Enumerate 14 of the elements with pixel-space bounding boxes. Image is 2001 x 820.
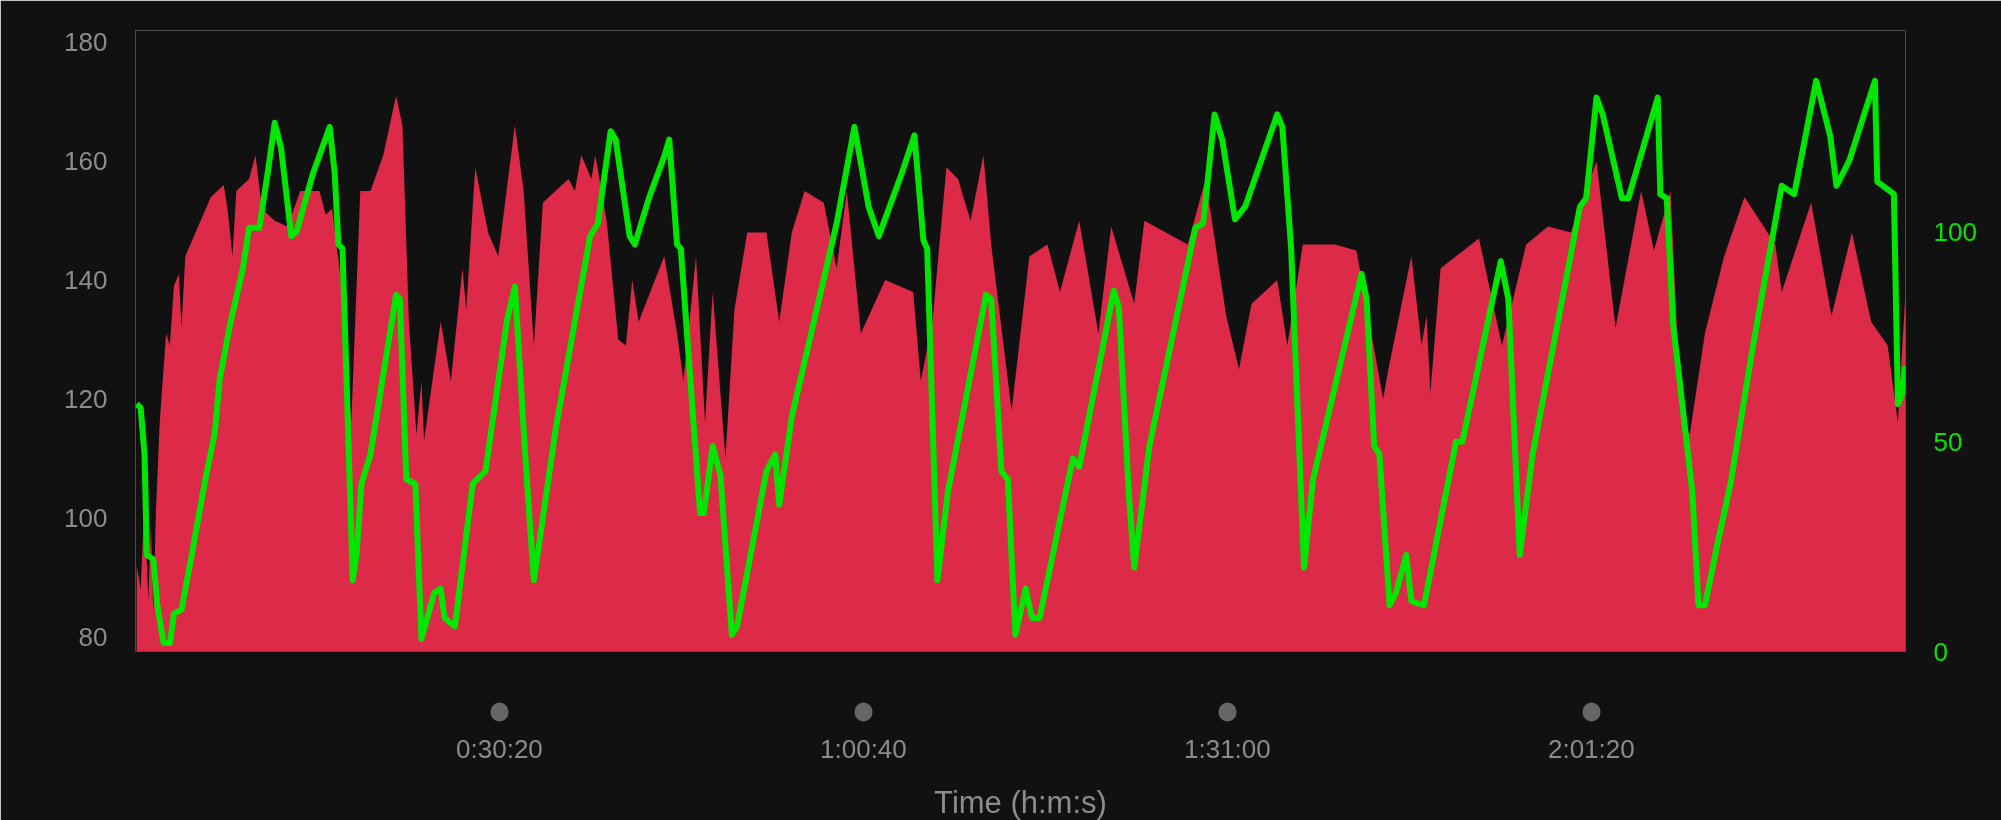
y-tick-label: 140 [64,265,108,296]
y2-tick-label: 50 [1933,426,1963,457]
y-tick-label: 80 [78,621,108,652]
y2-tick-label: 0 [1933,636,1948,667]
x-tick-label: 0:30:20 [456,733,543,764]
y-tick-label: 120 [64,383,108,414]
x-axis-title: Time (h:m:s) [934,784,1107,820]
y-tick-label: 180 [64,27,108,58]
x-tick-label: 1:31:00 [1184,733,1271,764]
y-tick-label: 100 [64,502,108,533]
y2-tick-label: 100 [1933,216,1977,247]
x-tick-label: 1:00:40 [820,733,907,764]
y-tick-label: 160 [64,146,108,177]
x-tick-label: 2:01:20 [1547,733,1635,764]
